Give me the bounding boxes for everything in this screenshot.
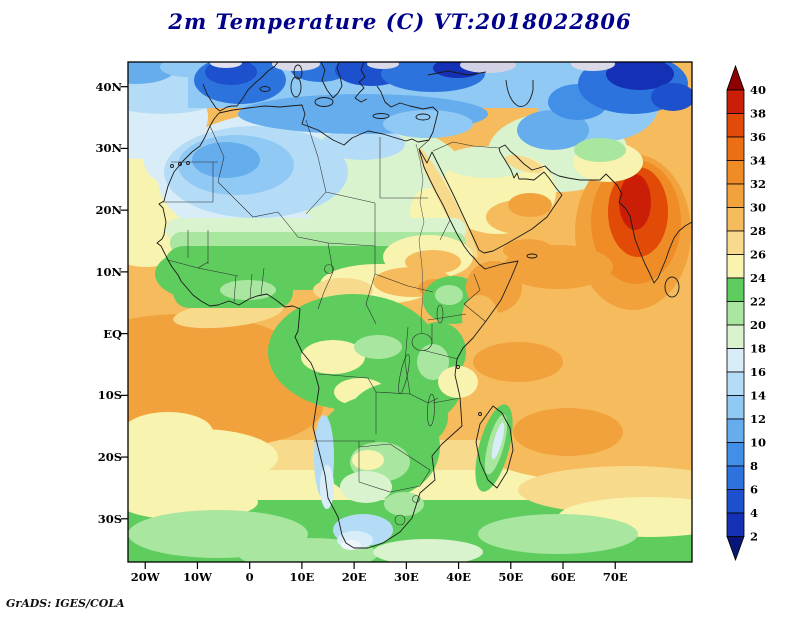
colorbar-tick-label: 4 (750, 506, 758, 520)
colorbar-segment (726, 113, 745, 138)
colorbar-segment (726, 207, 745, 232)
colorbar-tick-label: 30 (750, 201, 766, 215)
colorbar-segment (726, 301, 745, 326)
coastline-iberia (202, 62, 279, 112)
lon-tick-label-40E: 40E (446, 570, 471, 584)
colorbar-segment (726, 89, 745, 114)
colorbar-tick-label: 36 (750, 130, 766, 144)
coastline-iran-india (498, 144, 692, 284)
lon-tick-label-10W: 10W (182, 570, 212, 584)
colorbar-segment (726, 277, 745, 302)
colorbar-segment (726, 418, 745, 443)
lon-tick-label-20W: 20W (130, 570, 160, 584)
island-zanzibar (456, 365, 460, 369)
colorbar-tick-label: 6 (750, 483, 758, 497)
lake-turkana (436, 304, 444, 324)
colorbar-segment (726, 254, 745, 279)
lon-tick-label-20E: 20E (341, 570, 367, 584)
colorbar-segment (726, 442, 745, 467)
colorbar-tick-label: 14 (750, 389, 766, 403)
lon-tick-label-50E: 50E (498, 570, 524, 584)
colorbar-arrow-above (726, 64, 745, 91)
colorbar-segment (726, 512, 745, 537)
coastlines-layer (156, 62, 692, 549)
island-mallorca (259, 86, 271, 92)
colorbar-segment (726, 230, 745, 255)
coastline-africa (156, 112, 519, 549)
colorbar-tick-label: 24 (750, 271, 766, 285)
lakes-layer (324, 143, 444, 427)
temp-field-layer (128, 62, 692, 562)
colorbar-tick-label: 8 (750, 459, 758, 473)
colorbar-segment (726, 183, 745, 208)
colorbar-segment (726, 160, 745, 185)
colorbar-arrow-below (726, 536, 745, 562)
lake-tanganyika (398, 354, 410, 394)
island-sardinia (290, 76, 302, 98)
lon-tick-label-70E: 70E (602, 570, 628, 584)
nile-river (415, 143, 425, 335)
colorbar-tick-label: 20 (750, 318, 766, 332)
colorbar-segment (726, 324, 745, 349)
colorbar-segment (726, 348, 745, 373)
lon-tick-label-10E: 10E (289, 570, 315, 584)
lat-tick-label-30S: 30S (97, 511, 122, 526)
colorbar-tick-label: 32 (750, 177, 766, 191)
lat-tick-label-EQ: EQ (103, 326, 122, 341)
map-frame (127, 61, 693, 563)
island-crete (372, 113, 390, 119)
lake-chad (324, 264, 334, 274)
island-comoros (478, 412, 482, 416)
lat-tick-label-30N: 30N (95, 141, 122, 156)
coastline-caspian (505, 79, 534, 107)
lat-tick-label-10S: 10S (97, 388, 122, 403)
colorbar-segment (726, 465, 745, 490)
lat-tick-label-20N: 20N (95, 203, 122, 218)
island-canary-1 (170, 164, 174, 168)
island-corsica (293, 64, 303, 80)
island-canary-2 (178, 162, 182, 166)
colorbar-tick-label: 38 (750, 107, 766, 121)
lat-tick-label-40N: 40N (95, 79, 122, 94)
colorbar: 40 38 36 34 32 30 28 26 24 22 20 18 16 14 12 10 8 6 4 2 (726, 64, 766, 562)
colorbar-tick-label: 40 (750, 83, 766, 97)
colorbar-segment (726, 489, 745, 514)
colorbar-tick-label: 18 (750, 342, 766, 356)
colorbar-segment (726, 136, 745, 161)
colorbar-segment (726, 371, 745, 396)
island-sri-lanka (664, 276, 680, 298)
colorbar-tick-label: 16 (750, 365, 766, 379)
lat-tick-label-10N: 10N (95, 264, 122, 279)
colorbar-tick-label: 10 (750, 436, 766, 450)
lat-tick-label-20S: 20S (97, 450, 122, 465)
colorbar-segment (726, 395, 745, 420)
lon-tick-label-30E: 30E (393, 570, 419, 584)
colorbar-tick-label: 2 (750, 530, 758, 544)
coastline-mediterranean-levant (218, 85, 439, 146)
colorbar-tick-label: 12 (750, 412, 766, 426)
colorbar-tick-label: 28 (750, 224, 766, 238)
coastline-sinai-arabia (418, 147, 563, 254)
borders-layer (163, 119, 500, 526)
grads-credit: GrADS: IGES/COLA (6, 597, 125, 610)
lon-tick-label-0: 0 (245, 570, 254, 584)
coastline-italy (320, 62, 343, 99)
island-canary-3 (186, 161, 190, 165)
colorbar-tick-label: 22 (750, 295, 766, 309)
page-title: 2m Temperature (C) VT:2018022806 (168, 9, 632, 34)
coastline-greece (354, 62, 368, 103)
axis-tickmarks (121, 86, 616, 569)
lake-malawi (427, 393, 435, 427)
colorbar-tick-label: 26 (750, 248, 766, 262)
island-sicily (314, 97, 334, 107)
coastline-turkey-north (427, 70, 487, 76)
colorbar-tick-label: 34 (750, 154, 766, 168)
coastline-madagascar (475, 405, 514, 489)
island-cyprus (415, 113, 431, 121)
island-socotra (526, 253, 538, 259)
lon-tick-label-60E: 60E (550, 570, 576, 584)
